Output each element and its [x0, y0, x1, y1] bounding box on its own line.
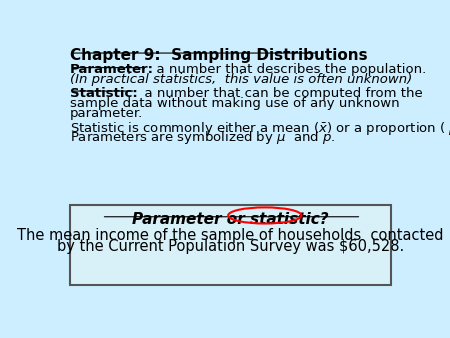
Text: Statistic:: Statistic: [70, 87, 138, 100]
Text: a number that describes the population.: a number that describes the population. [148, 64, 426, 76]
Text: Statistic is commonly either a mean ($\bar{x}$) or a proportion ( $\hat{p}$ ): Statistic is commonly either a mean ($\b… [70, 119, 450, 138]
Text: parameter.: parameter. [70, 107, 144, 120]
Text: sample data without making use of any unknown: sample data without making use of any un… [70, 97, 400, 110]
Text: (In practical statistics,  this value is often unknown): (In practical statistics, this value is … [70, 73, 413, 86]
Text: The mean income of the sample of households  contacted: The mean income of the sample of househo… [18, 228, 444, 243]
Text: Parameter:: Parameter: [70, 64, 154, 76]
Text: Parameter or statistic?: Parameter or statistic? [132, 212, 329, 227]
FancyBboxPatch shape [70, 204, 391, 285]
Text: by the Current Population Survey was $60,528.: by the Current Population Survey was $60… [57, 239, 404, 254]
Text: Chapter 9:  Sampling Distributions: Chapter 9: Sampling Distributions [70, 48, 368, 63]
Text: Parameters are symbolized by $\mu$  and $p$.: Parameters are symbolized by $\mu$ and $… [70, 129, 336, 146]
Text: a number that can be computed from the: a number that can be computed from the [136, 87, 423, 100]
